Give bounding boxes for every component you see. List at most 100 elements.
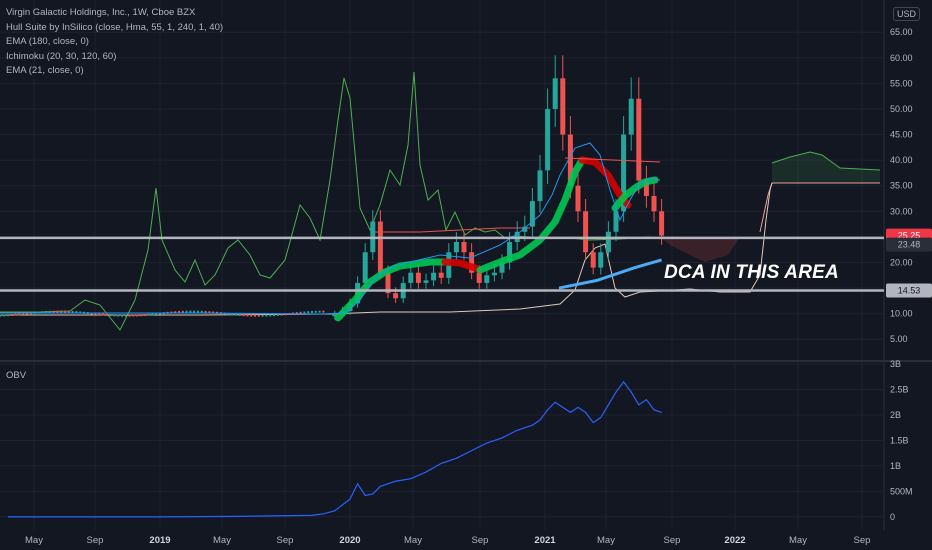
currency-button[interactable]: USD xyxy=(892,7,920,21)
candle-body xyxy=(469,252,475,273)
candle xyxy=(242,314,245,317)
ema180-line xyxy=(558,258,663,290)
candle xyxy=(64,310,66,313)
level-upper-badge xyxy=(886,237,932,252)
candle-body xyxy=(552,78,558,109)
candle-body xyxy=(529,201,535,227)
candle xyxy=(208,311,211,314)
candle xyxy=(151,313,154,316)
obv-tick-label: 500M xyxy=(890,486,913,496)
candle xyxy=(18,313,21,316)
candle xyxy=(200,310,203,313)
ichimoku-baseline xyxy=(0,182,773,316)
candle xyxy=(52,310,55,313)
candle xyxy=(295,312,298,315)
cloud-red xyxy=(660,237,740,262)
candle-body xyxy=(598,252,604,268)
time-tick-label: Sep xyxy=(854,535,871,546)
candle-body xyxy=(423,280,429,283)
legend-indicator-hull[interactable]: Hull Suite by InSilico (close, Hma, 55, … xyxy=(6,21,224,33)
candle-body xyxy=(636,98,642,181)
candle-body xyxy=(415,272,421,283)
candle-body xyxy=(651,195,657,212)
level-upper-value: 23.48 xyxy=(898,240,921,250)
time-tick-label: May xyxy=(213,535,231,546)
candle xyxy=(143,313,146,316)
legend-indicator-ema21[interactable]: EMA (21, close, 0) xyxy=(6,65,84,76)
hull-up-segment xyxy=(476,156,586,274)
time-tick-label: 2021 xyxy=(534,535,556,546)
candle-body xyxy=(560,78,566,135)
candle xyxy=(303,311,306,314)
candle-body xyxy=(537,170,543,202)
candle xyxy=(121,314,123,317)
candle xyxy=(250,314,253,317)
candle xyxy=(41,311,44,314)
legend-indicator-ichimoku[interactable]: Ichimoku (20, 30, 120, 60) xyxy=(6,50,117,62)
candle xyxy=(113,314,116,317)
candle-body xyxy=(332,314,338,317)
candle xyxy=(109,314,112,317)
candle-body xyxy=(583,211,589,253)
candlestick-series xyxy=(0,55,665,320)
time-tick-label: Sep xyxy=(664,535,681,546)
candle xyxy=(261,314,264,317)
price-tick-label: 30.00 xyxy=(890,206,913,216)
candle xyxy=(94,312,97,315)
time-tick-label: Sep xyxy=(87,535,104,546)
candle xyxy=(212,311,215,314)
candle xyxy=(48,310,51,313)
candle-body xyxy=(605,231,611,253)
candle xyxy=(98,313,101,316)
candle-body xyxy=(431,272,437,281)
obv-tick-label: 2B xyxy=(890,410,901,420)
ichimoku-cloud xyxy=(660,151,881,262)
candle xyxy=(231,313,234,316)
candle xyxy=(265,314,268,317)
hull-up-segment xyxy=(611,176,659,212)
candle xyxy=(75,311,78,314)
candle xyxy=(140,314,142,317)
price-tick-label: 50.00 xyxy=(890,104,913,114)
candle-body xyxy=(590,252,596,268)
candle xyxy=(159,312,161,315)
candle xyxy=(318,310,321,313)
candle xyxy=(238,313,241,316)
candle-body xyxy=(628,98,634,135)
support-lines xyxy=(0,236,884,292)
candle xyxy=(71,310,74,313)
time-tick-label: Sep xyxy=(472,535,489,546)
candle xyxy=(193,310,196,313)
obv-tick-label: 3B xyxy=(890,359,901,369)
chart-legend: Virgin Galactic Holdings, Inc., 1W, Cboe… xyxy=(6,6,223,79)
ema-lines xyxy=(0,142,663,315)
price-tick-label: 60.00 xyxy=(890,53,913,63)
candle-body xyxy=(575,185,581,212)
candle xyxy=(311,310,313,313)
candle-body xyxy=(453,242,459,253)
candle xyxy=(22,312,25,315)
candle xyxy=(7,314,9,317)
time-tick-label: May xyxy=(789,535,807,546)
candle xyxy=(185,310,188,313)
annotation-dca: DCA IN THIS AREA xyxy=(664,262,839,283)
candle xyxy=(284,313,287,316)
candle xyxy=(189,310,192,313)
candle xyxy=(132,314,135,317)
time-tick-label: May xyxy=(404,535,422,546)
level-lower-value: 14.53 xyxy=(898,285,921,295)
candle-body xyxy=(567,134,573,186)
legend-indicator-ema180[interactable]: EMA (180, close, 0) xyxy=(6,36,89,47)
candle xyxy=(235,313,237,316)
candle-body xyxy=(621,134,627,212)
time-tick-label: 2020 xyxy=(339,535,360,546)
obv-line xyxy=(8,380,662,518)
candle-body xyxy=(659,211,665,236)
candle xyxy=(124,314,127,317)
hull-up-segment xyxy=(334,258,449,322)
lagging-span-line xyxy=(0,71,651,331)
candle xyxy=(102,313,104,316)
time-tick-label: 2022 xyxy=(724,535,745,546)
